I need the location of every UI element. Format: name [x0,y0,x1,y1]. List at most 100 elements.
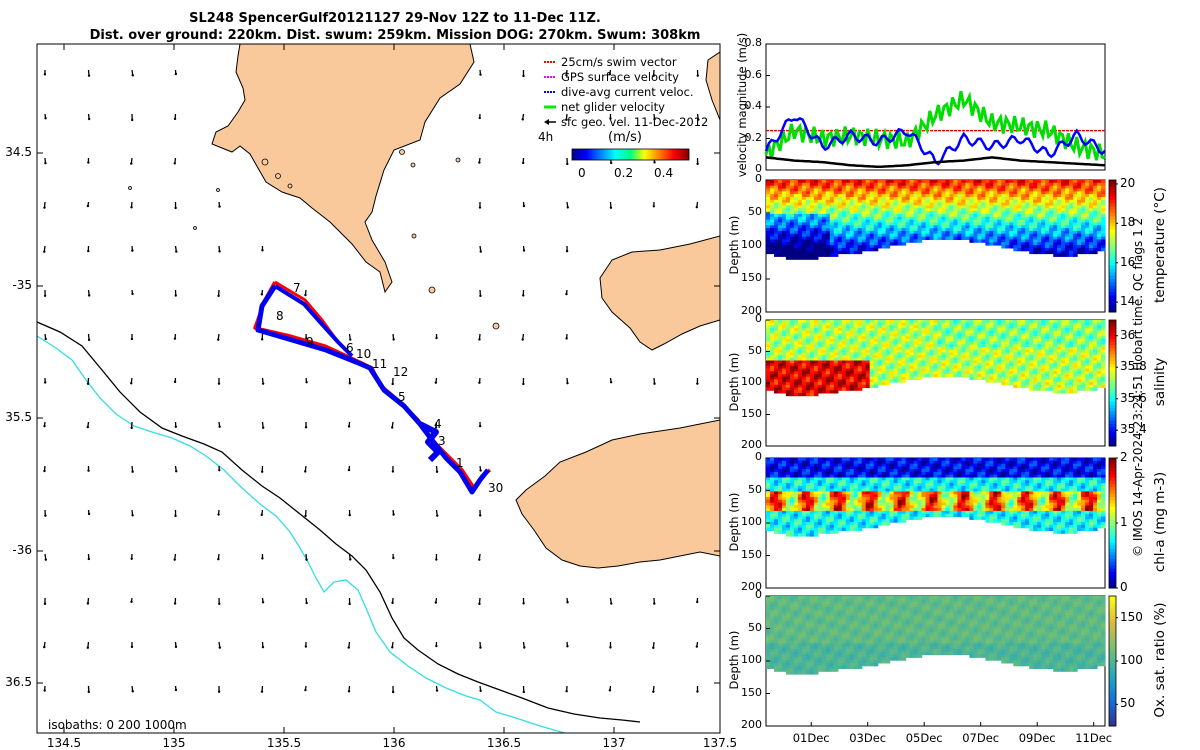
map-y-tick-label: 34.5 [5,145,32,159]
temperature-colorbar [1109,180,1116,313]
time-x-tick: 03Dec [849,731,887,745]
map-y-tick-label: 35.5 [5,410,32,424]
velocity-y-tick: 0 [755,162,762,175]
chl-a-y-tick: 150 [741,547,762,561]
oxygen-colorbar-label: Ox. sat. ratio (%) [1152,602,1168,718]
temperature-ylabel: Depth (m) [727,215,741,275]
track-label: 3 [438,434,446,448]
velocity-y-tick: 0.6 [744,67,763,81]
salinity-cb-tick: 35.6 [1120,390,1147,405]
velocity-series-3 [765,156,1106,169]
chl-a-cb-tick: 0 [1120,580,1128,594]
salinity-cb-tick: 36 [1120,327,1136,342]
velocity-y-tick: 0.8 [744,36,763,49]
map-x-tick-label: 137 [602,736,626,750]
velocity-ylabel: velocity magnitude (m/s) [735,32,749,178]
track-label: 5 [398,390,406,404]
track-label: 7 [293,281,301,295]
land-kangaroo-island [515,419,720,569]
map-x-tick-label: 134.5 [46,736,82,750]
isobath-1000m [37,335,567,733]
oxygen-colorbar [1109,596,1116,727]
map-x-tick-label: 136.5 [486,736,522,750]
isobath-200m [37,321,641,723]
temperature-heatmap [766,180,1106,260]
chl-a-y-tick: 50 [748,482,762,496]
salinity-y-tick: 100 [741,375,762,388]
chl-a-y-tick: 100 [741,515,762,528]
map-y-tick-label: -36 [12,543,32,557]
temperature-colorbar-label: temperature (°C) [1152,187,1168,303]
chl-a-y-tick: 200 [741,580,762,593]
salinity-cb-tick: 35.8 [1120,359,1147,374]
geostrophic-velocity-arrows [43,69,700,694]
oxygen-y-tick: 200 [741,718,762,731]
glider-track [253,280,492,495]
salinity-colorbar [1109,320,1116,447]
legend-net-glider-velocity: net glider velocity [561,100,665,114]
oxygen-cb-tick: 100 [1120,653,1143,667]
chl-a-heatmap [766,458,1106,537]
colorbar-tick-0: 0 [578,166,586,180]
salinity-y-tick: 0 [755,312,762,325]
legend-sfc-geo-velocity: sfc geo. vel. 11-Dec-2012 [561,115,709,129]
chl-a-y-tick: 0 [755,450,762,463]
land-yorke-toe [599,235,720,351]
salinity-y-tick: 200 [741,438,762,451]
velocity-y-tick: 0.4 [744,99,763,112]
map-x-tick-label: 135 [162,736,186,750]
temperature-y-tick: 100 [741,238,762,251]
colorbar-tick-2: 0.4 [654,166,674,180]
temperature-y-tick: 200 [741,304,762,317]
track-label: 4 [434,417,442,431]
chl-a-cb-tick: 1 [1120,515,1128,529]
map-tick-marks [37,44,721,733]
plot-title-line1: SL248 SpencerGulf20121127 29-Nov 12Z to … [189,11,601,26]
plot-title-line2: Dist. over ground: 220km. Dist. swum: 25… [89,28,701,43]
map-x-tick-label: 136 [382,736,406,750]
temperature-cb-tick: 18 [1120,215,1136,230]
track-label: 6 [346,341,354,355]
time-x-tick: 01Dec [792,731,830,745]
oxygen-heatmap [766,596,1106,675]
legend-time-label: 4h [538,130,554,144]
track-label: 30 [488,481,503,495]
temperature-y-tick: 50 [748,205,762,218]
temperature-y-tick: 150 [741,271,762,284]
land-yorke-fragment [705,51,720,121]
time-x-tick: 05Dec [905,731,943,745]
time-x-tick: 09Dec [1018,731,1056,745]
oxygen-y-tick: 50 [748,620,762,634]
oxygen-ylabel: Depth (m) [727,630,741,690]
temperature-cb-tick: 14 [1120,294,1136,309]
temperature-y-tick: 0 [755,172,762,185]
land-eyre-peninsula [211,44,475,294]
salinity-ylabel: Depth (m) [727,352,741,412]
track-label: 9 [306,335,314,349]
map-y-tick-label: -35 [12,278,32,292]
map-legend [544,61,556,125]
oxygen-y-tick: 100 [741,653,762,666]
legend-swim-vector: 25cm/s swim vector [561,55,677,69]
chl-a-colorbar-label: chl-a (mg m-3) [1152,471,1168,573]
legend-unit-label: (m/s) [608,130,642,145]
salinity-heatmap [766,320,1106,397]
oxygen-y-tick: 0 [755,588,762,601]
isobaths-label: isobaths: 0 200 1000m [48,718,187,732]
map-y-tick-label: 36.5 [5,675,32,689]
velocity-series-1 [764,91,1106,161]
velocity-y-tick: 0.2 [744,130,763,144]
track-label: 10 [356,347,371,361]
imos-stamp: © IMOS 14-Apr-2024 23:24:51 Hobart time.… [1131,217,1145,557]
track-label: 12 [393,365,408,379]
track-label: 11 [372,357,387,371]
legend-gps-velocity: GPS surface velocity [561,70,679,84]
salinity-colorbar-label: salinity [1152,357,1168,407]
track-label: 8 [276,309,284,323]
track-label: 1 [456,456,464,470]
chl-a-cb-tick: 2 [1120,450,1128,464]
oxygen-cb-tick: 50 [1120,696,1136,711]
